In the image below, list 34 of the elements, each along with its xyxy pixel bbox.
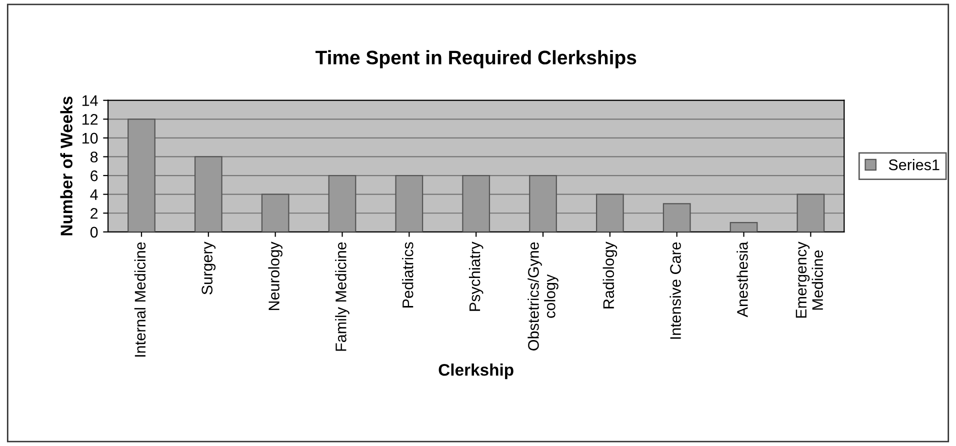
legend-label: Series1 — [888, 159, 940, 170]
y-tick-label: 6 — [90, 170, 98, 182]
bar — [395, 174, 424, 232]
bar — [261, 194, 290, 232]
bar — [128, 118, 156, 232]
y-tick-label: 0 — [90, 226, 98, 238]
y-axis-title: Number of Weeks — [60, 96, 72, 236]
x-tick-label: Radiology — [602, 242, 618, 308]
x-axis-title: Clerkship — [438, 364, 514, 380]
x-tick-label: Intensive Care — [670, 242, 681, 339]
bar — [662, 203, 691, 232]
x-tick-label: Emergency Medicine — [796, 242, 824, 318]
chart-title: Time Spent in Required Clerkships — [315, 50, 636, 68]
x-tick-label: Obstetrics/Gyne cology — [528, 242, 558, 350]
bar — [194, 156, 222, 232]
y-tick-label: 14 — [82, 95, 98, 106]
bar — [529, 174, 557, 232]
x-tick-label: Surgery — [202, 242, 216, 294]
y-tick-label: 2 — [90, 208, 98, 219]
x-tick-label: Neurology — [268, 242, 282, 310]
y-tick-label: 12 — [82, 114, 98, 125]
x-tick-label: Anesthesia — [736, 242, 748, 318]
bar — [730, 222, 758, 232]
bar — [596, 194, 624, 232]
y-tick-label: 10 — [82, 132, 98, 144]
x-tick-label: Pediatrics — [402, 242, 414, 308]
x-tick-label: Psychiatry — [468, 242, 484, 311]
bar — [462, 174, 490, 232]
y-tick-label: 4 — [90, 189, 98, 200]
bar — [328, 174, 356, 232]
bar — [796, 194, 825, 232]
x-tick-label: Family Medicine — [335, 242, 350, 351]
x-tick-label: Internal Medicine — [134, 242, 146, 357]
y-tick-label: 8 — [90, 152, 98, 162]
